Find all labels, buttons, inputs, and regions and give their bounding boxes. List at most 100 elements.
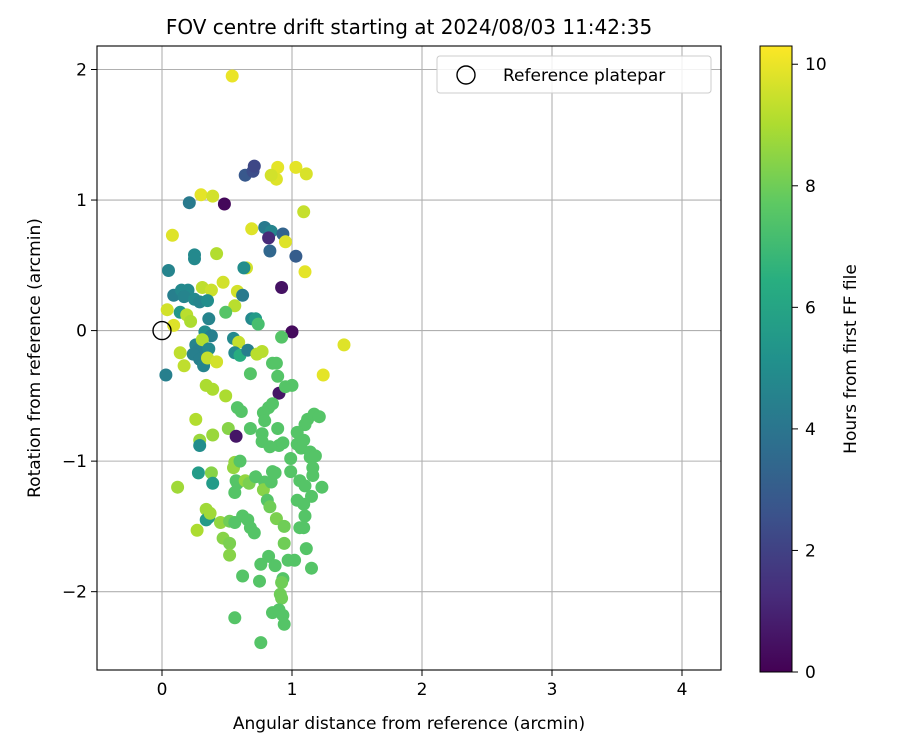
colorbar-tick-label: 4 [805, 420, 816, 440]
chart-title: FOV centre drift starting at 2024/08/03 … [166, 15, 652, 39]
data-point [266, 397, 279, 411]
data-point [173, 346, 187, 360]
data-point [275, 591, 289, 605]
data-point [233, 454, 247, 468]
data-point [204, 283, 218, 297]
data-point [162, 264, 175, 277]
y-axis-label: Rotation from reference (arcmin) [25, 218, 45, 498]
data-point [228, 299, 242, 313]
x-tick-label: 0 [157, 680, 168, 700]
data-point [219, 305, 233, 319]
data-point [171, 480, 185, 494]
y-tick-label: 2 [76, 60, 87, 80]
data-point [232, 335, 246, 349]
data-point [263, 244, 277, 258]
data-point [285, 325, 299, 339]
data-point [201, 294, 214, 308]
data-point [253, 574, 266, 588]
data-point [236, 288, 250, 302]
data-point [264, 168, 278, 182]
data-point [247, 526, 261, 540]
data-point [191, 466, 205, 480]
data-point [285, 378, 299, 392]
data-point [312, 410, 326, 424]
data-point [229, 429, 243, 443]
data-point [206, 428, 220, 442]
data-point [177, 290, 191, 304]
data-point [202, 312, 216, 326]
data-point [262, 231, 276, 245]
data-point [298, 509, 312, 523]
data-point [217, 197, 231, 211]
x-tick-label: 2 [417, 680, 428, 700]
y-axis-ticks: −2 −1 0 1 2 [62, 60, 97, 603]
colorbar-tick-label: 10 [805, 55, 827, 75]
data-point [263, 500, 277, 514]
data-point [284, 452, 298, 465]
data-point [251, 317, 265, 331]
y-tick-label: 0 [76, 322, 87, 342]
data-point [184, 314, 198, 328]
colorbar-tick-label: 0 [805, 663, 816, 683]
legend-entry-reference-platepar: Reference platepar [503, 66, 665, 86]
data-point [305, 561, 318, 575]
data-point [275, 281, 289, 294]
data-point [298, 479, 312, 493]
data-point [194, 188, 208, 202]
x-axis-label: Angular distance from reference (arcmin) [233, 714, 585, 734]
data-point [297, 433, 311, 447]
data-point [223, 536, 237, 550]
reference-platepar-marker [152, 320, 172, 341]
data-point [269, 356, 283, 370]
colorbar: 0 2 4 6 8 10 Hours from first FF file [759, 45, 861, 683]
data-point [210, 355, 224, 369]
x-axis-ticks: 0 1 2 3 4 [157, 670, 688, 700]
data-point [223, 548, 237, 562]
data-point [228, 611, 242, 625]
data-point [298, 265, 312, 279]
data-point [177, 359, 191, 373]
data-point [271, 422, 285, 435]
colorbar-tick-label: 2 [805, 541, 816, 561]
data-point [188, 252, 201, 266]
plot-frame [96, 45, 722, 671]
data-point [203, 506, 217, 520]
data-point [315, 480, 329, 494]
data-point [284, 465, 298, 479]
colorbar-ticks: 0 2 4 6 8 10 [792, 55, 827, 683]
data-point [234, 405, 248, 418]
colorbar-gradient [759, 45, 793, 673]
data-point [219, 389, 233, 403]
y-tick-label: −1 [62, 452, 87, 472]
data-point [262, 549, 276, 563]
legend-marker-icon [456, 65, 476, 85]
data-point [190, 523, 204, 537]
data-point [210, 247, 224, 261]
data-point [277, 519, 291, 533]
data-point [276, 436, 290, 450]
y-tick-label: −2 [62, 583, 87, 603]
legend-box [436, 55, 712, 94]
data-point [255, 345, 269, 358]
x-tick-label: 3 [547, 680, 558, 700]
data-point [297, 205, 311, 219]
data-point [237, 261, 251, 275]
data-point [288, 553, 302, 567]
colorbar-label: Hours from first FF file [841, 264, 861, 454]
data-point [268, 466, 282, 480]
data-point [225, 69, 239, 83]
colorbar-tick-label: 6 [805, 298, 816, 318]
data-point [243, 367, 257, 381]
data-point [258, 414, 272, 428]
data-point [206, 189, 220, 203]
data-point [189, 412, 203, 426]
data-point [277, 536, 291, 550]
data-point [263, 440, 277, 454]
y-tick-label: 1 [76, 191, 87, 211]
data-point [165, 228, 179, 242]
data-point [204, 466, 218, 480]
data-point [243, 422, 257, 435]
x-tick-label: 4 [677, 680, 688, 700]
